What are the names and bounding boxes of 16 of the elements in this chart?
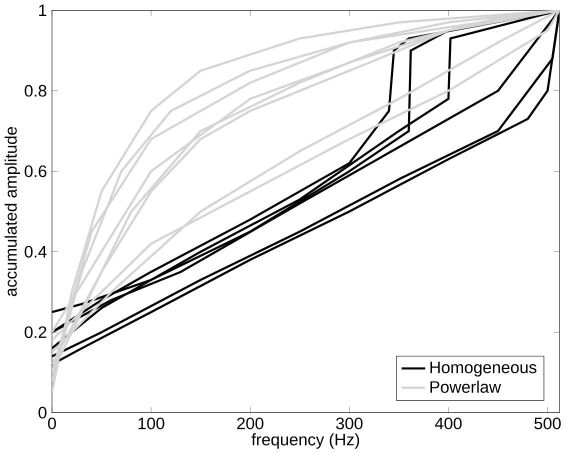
- y-tick-label: 0.8: [24, 84, 46, 96]
- x-tick-label: 300: [336, 417, 363, 430]
- x-tick-label: 400: [434, 417, 462, 430]
- y-tick-label: 0: [38, 406, 46, 418]
- y-tick-label: 0.2: [24, 326, 46, 338]
- x-tick-label: 0: [48, 417, 56, 430]
- x-tick-label: 500: [534, 417, 561, 430]
- y-tick-label: 0.4: [24, 246, 47, 258]
- x-tick-label: 100: [138, 417, 164, 430]
- x-tick-label: 200: [237, 417, 264, 430]
- y-tick-label: 1: [39, 4, 46, 16]
- y-axis-title: accumulated amplitude: [4, 126, 20, 296]
- y-tick-label: 0.6: [24, 165, 46, 177]
- x-axis-title: frequency (Hz): [252, 433, 360, 449]
- legend-label: Homogeneous: [430, 362, 536, 376]
- legend-label: Powerlaw: [430, 380, 502, 393]
